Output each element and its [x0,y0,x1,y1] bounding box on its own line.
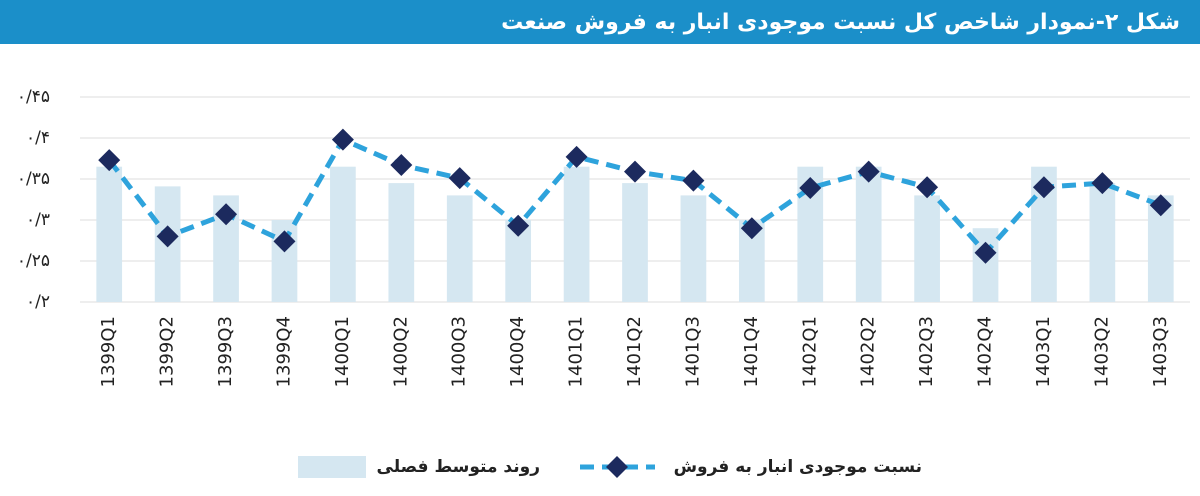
title-banner [0,0,1200,44]
marker [857,160,880,183]
x-tick-label: 1403Q1 [1033,316,1054,387]
y-tick-label: ۰/۲۵ [17,251,50,271]
x-tick-label: 1401Q2 [624,316,645,387]
y-tick-label: ۰/۳۵ [17,169,50,189]
marker [916,176,939,199]
chart-title: شکل ۲-نمودار شاخص کل نسبت موجودی انبار ب… [501,10,1180,35]
x-tick-label: 1401Q4 [741,316,762,387]
marker [624,160,646,183]
legend-marker [606,456,628,478]
marker [799,177,822,200]
x-tick-label: 1401Q3 [682,316,703,387]
marker [565,145,588,168]
marker [273,230,296,253]
marker [1149,194,1172,217]
bar [855,166,882,302]
legend-label: نسبت موجودی انبار به فروش [674,457,922,477]
x-tick-label: 1402Q3 [916,316,937,387]
x-tick-label: 1400Q2 [390,316,411,387]
bar [563,166,590,302]
x-tick-label: 1399Q3 [215,316,236,387]
marker [390,154,413,177]
legend-label: روند متوسط فصلی [377,457,540,477]
marker [1091,172,1114,195]
x-tick-label: 1403Q3 [1150,316,1171,387]
marker [215,203,238,226]
y-tick-label: ۰/۴۵ [17,87,50,107]
y-tick-label: ۰/۲ [26,292,50,312]
x-tick-label: 1402Q2 [858,316,879,387]
x-tick-label: 1399Q2 [157,316,178,387]
bar [680,195,707,302]
legend-swatch [298,456,366,478]
x-tick-label: 1400Q3 [449,316,470,387]
x-tick-label: 1400Q1 [332,316,353,387]
marker [682,169,705,192]
x-tick-label: 1401Q1 [566,316,587,387]
marker [448,167,471,190]
bar [388,183,415,302]
marker [740,217,763,240]
marker [98,149,121,172]
bar [330,166,356,302]
marker [156,225,179,248]
marker [331,128,354,151]
marker [974,241,997,264]
y-tick-label: ۰/۴ [26,128,50,148]
x-tick-label: 1402Q4 [975,316,996,387]
bar [446,195,473,302]
x-tick-label: 1402Q1 [799,316,820,387]
x-tick-label: 1399Q4 [273,316,294,387]
marker [1032,176,1055,199]
bar [96,166,123,302]
bar [914,195,940,302]
marker [507,214,530,237]
x-tick-label: 1399Q1 [98,316,119,387]
x-tick-label: 1400Q4 [507,316,528,387]
bar [622,183,648,302]
bar [1089,183,1116,302]
x-tick-label: 1403Q2 [1091,316,1112,387]
y-tick-label: ۰/۳ [26,210,50,230]
